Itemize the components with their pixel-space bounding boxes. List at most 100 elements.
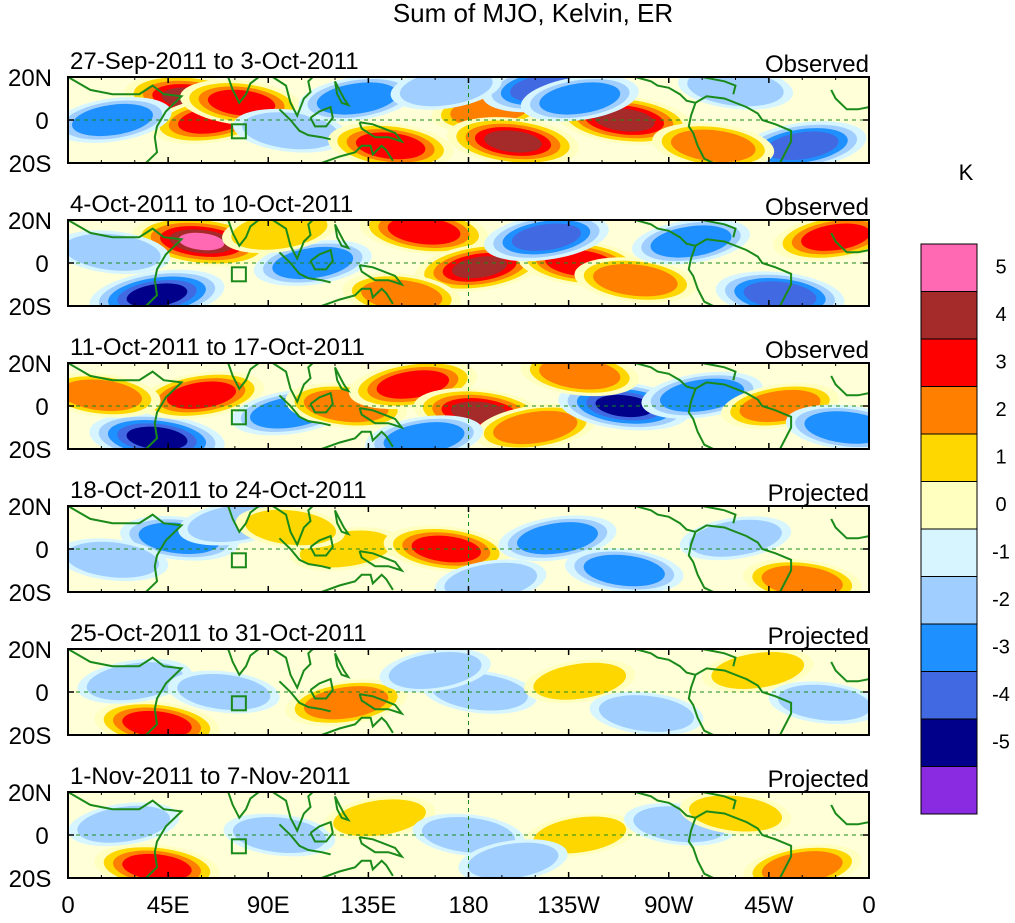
contour-level	[583, 554, 665, 587]
contour-level	[72, 103, 153, 137]
coastline	[695, 381, 793, 449]
coastline	[226, 792, 261, 820]
coastline	[321, 859, 394, 878]
contour-level	[207, 89, 276, 116]
panel-5: 20N 0 20S 25-Oct-2011 to 31-Oct-2011 Project…	[8, 620, 870, 750]
coastline	[321, 430, 394, 449]
region-marker	[230, 266, 247, 283]
coastline	[358, 693, 405, 716]
contour-level	[242, 112, 339, 150]
coastline	[321, 144, 394, 163]
region-marker	[230, 552, 247, 569]
contour-level	[517, 522, 598, 555]
y-tick-label: 0	[35, 680, 48, 707]
contour-level	[444, 562, 538, 592]
contour-level	[178, 232, 225, 251]
contour-level	[593, 108, 655, 132]
anomaly-blob	[68, 97, 172, 143]
x-tick-label: 180	[448, 892, 488, 919]
coastline	[334, 652, 351, 679]
coastline	[272, 77, 314, 119]
contour-level	[688, 795, 783, 832]
coastline	[334, 509, 351, 536]
y-tick-label: 20N	[8, 208, 52, 235]
panel-dates: 1-Nov-2011 to 7-Nov-2011	[70, 763, 351, 790]
colorbar-swatch	[920, 623, 978, 672]
x-tick-label: 90E	[247, 892, 290, 919]
coastline	[226, 220, 261, 248]
y-tick-label: 20N	[8, 637, 52, 664]
contour-level	[86, 662, 183, 701]
colorbar-swatch	[920, 291, 978, 340]
coastline	[68, 220, 184, 306]
anomaly-blob	[328, 122, 454, 163]
coastline	[334, 80, 351, 107]
contour-level	[333, 799, 426, 837]
coastline	[694, 95, 793, 163]
coastline	[687, 674, 714, 735]
contour-level	[387, 220, 461, 245]
anomaly-blob	[222, 220, 337, 254]
anomaly-blob	[484, 220, 609, 262]
coastlines	[68, 220, 869, 306]
coastline	[830, 661, 869, 683]
colorbar-label: 0	[995, 494, 1006, 516]
contour-level	[539, 363, 621, 390]
coastline	[272, 506, 314, 548]
panel-1: 20N 0 20S 27-Sep-2011 to 3-Oct-2011 Observed	[8, 48, 870, 178]
coastline	[309, 105, 334, 128]
panel-4: 20N 0 20S 18-Oct-2011 to 24-Oct-2011 Project…	[8, 477, 870, 607]
anomaly-blob	[589, 691, 704, 735]
panel-dates: 11-Oct-2011 to 17-Oct-2011	[70, 334, 365, 361]
colorbar-label: -1	[992, 542, 1010, 564]
coastline	[321, 573, 394, 592]
colorbar-label: -4	[992, 684, 1010, 706]
anomaly-blob	[253, 240, 372, 286]
coastline	[272, 363, 314, 405]
colorbar-label: -3	[992, 637, 1010, 659]
contour-level	[399, 77, 493, 107]
coastline	[334, 795, 351, 822]
coastline	[701, 363, 737, 381]
region-marker	[230, 123, 247, 140]
contour-level	[493, 410, 578, 445]
anomaly-blob	[679, 792, 792, 835]
coastline	[635, 649, 696, 676]
anomaly-blob	[520, 77, 639, 122]
coastline	[68, 506, 184, 592]
colorbar-label: 4	[995, 304, 1006, 326]
contour-level	[533, 662, 627, 700]
contour-level	[659, 378, 745, 412]
panel-3: 20N 0 20S 11-Oct-2011 to 17-Oct-2011 Observe…	[8, 334, 870, 464]
colorbar: K 5 4 3 2 1 0 -1 -2 -3 -4 -5	[920, 160, 1010, 815]
coastline	[226, 649, 261, 677]
anomaly-blob	[498, 515, 617, 562]
coastline	[635, 792, 696, 819]
contour-level	[68, 233, 161, 271]
y-tick-label: 20S	[9, 151, 52, 178]
y-tick-label: 20S	[9, 580, 52, 607]
coastline	[635, 220, 696, 247]
coastline	[830, 89, 869, 111]
coastline	[695, 810, 793, 878]
coastline	[321, 716, 394, 735]
anomaly-blob	[379, 649, 491, 693]
contour-level	[68, 541, 160, 578]
colorbar-swatch	[920, 576, 978, 625]
panel-type: Observed	[765, 337, 869, 364]
anomaly-blob	[390, 77, 502, 110]
anomaly-blob	[785, 404, 869, 449]
coastline	[695, 667, 793, 735]
colorbar-swatch	[920, 481, 978, 530]
coastline	[334, 223, 351, 250]
contour-level	[777, 684, 869, 721]
coastline	[830, 804, 869, 826]
colorbar-label: 3	[995, 352, 1006, 374]
colorbar-swatch	[920, 338, 978, 387]
contour-level	[511, 223, 581, 251]
anomaly-blob	[447, 117, 579, 163]
y-tick-label: 0	[35, 251, 48, 278]
contour-level	[361, 279, 443, 306]
region-marker	[230, 838, 247, 855]
